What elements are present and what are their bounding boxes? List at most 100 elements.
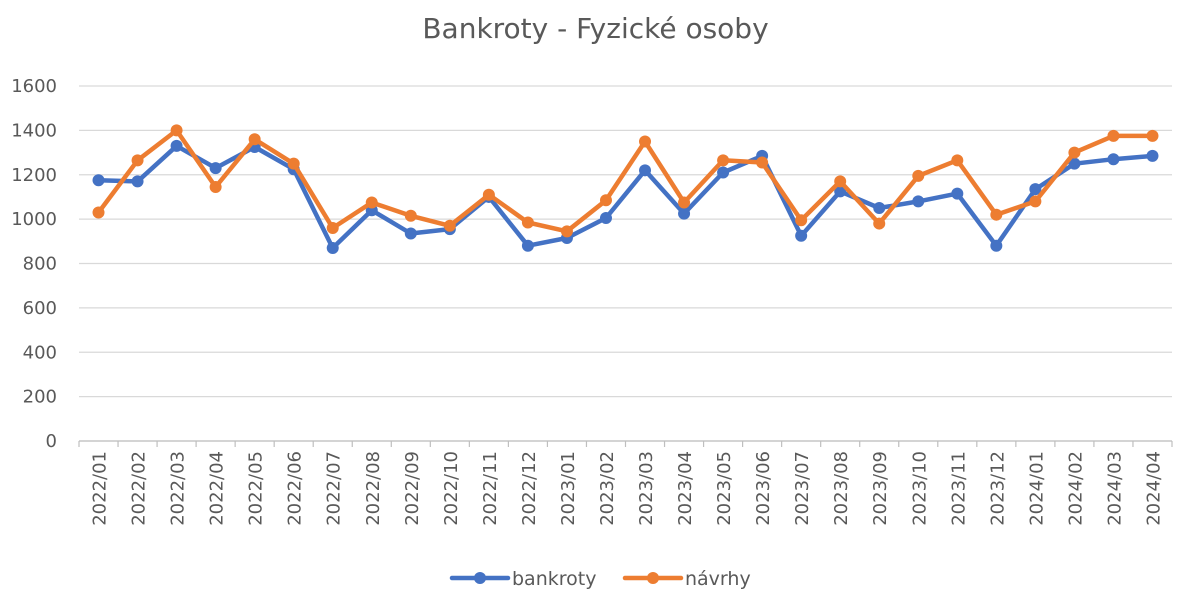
y-tick-label: 1200 <box>11 165 57 186</box>
x-tick-label: 2023/03 <box>636 451 657 526</box>
x-tick-label: 2022/09 <box>402 451 423 526</box>
data-point <box>326 222 339 234</box>
legend-marker <box>647 572 659 584</box>
series-line <box>96 128 1155 234</box>
data-point <box>560 225 573 238</box>
data-point <box>326 241 339 254</box>
x-tick-label: 2023/05 <box>714 451 735 526</box>
data-point <box>1146 149 1159 162</box>
y-tick-label: 1600 <box>11 76 57 97</box>
data-point <box>990 208 1003 221</box>
data-point <box>404 209 417 222</box>
x-tick-label: 2022/06 <box>285 451 306 526</box>
legend: bankroty návrhy <box>449 568 751 590</box>
data-point <box>1068 146 1081 159</box>
series-line <box>96 143 1155 251</box>
data-point <box>599 212 612 225</box>
data-point <box>873 202 886 215</box>
data-point <box>795 229 808 242</box>
x-tick-label: 2022/03 <box>168 451 189 526</box>
data-point <box>1146 129 1159 142</box>
data-point <box>1029 183 1042 196</box>
data-point <box>951 187 964 200</box>
data-point <box>795 214 808 227</box>
data-point <box>170 139 183 152</box>
y-tick-label: 1000 <box>11 209 57 230</box>
data-point <box>717 154 730 167</box>
data-point <box>482 188 495 201</box>
series-layer <box>92 124 1159 254</box>
data-point <box>678 207 691 220</box>
data-point <box>92 174 105 187</box>
x-tick-label: 2022/05 <box>246 451 267 526</box>
data-point <box>717 166 730 179</box>
data-point <box>678 196 691 209</box>
x-tick-label: 2024/04 <box>1143 451 1164 526</box>
data-point <box>404 227 417 240</box>
x-tick-label: 2023/02 <box>597 451 618 526</box>
data-point <box>873 217 886 230</box>
data-point <box>951 154 964 167</box>
x-tick-label: 2022/01 <box>90 451 111 526</box>
data-point <box>639 164 652 177</box>
grid <box>79 85 1172 442</box>
y-tick-label: 400 <box>23 342 57 363</box>
x-tick-label: 2023/07 <box>792 451 813 526</box>
data-point <box>248 133 261 146</box>
data-point <box>834 175 847 188</box>
x-tick-label: 2023/11 <box>948 451 969 526</box>
data-point <box>287 157 300 170</box>
chart-title: Bankroty - Fyzické osoby <box>422 12 769 45</box>
legend-marker <box>474 572 486 584</box>
x-tick-label: 2023/04 <box>675 451 696 526</box>
data-point <box>834 185 847 198</box>
x-tick-label: 2023/01 <box>558 451 579 526</box>
x-tick-label: 2024/03 <box>1104 451 1125 526</box>
x-tick-label: 2022/07 <box>324 451 345 526</box>
data-point <box>92 206 105 219</box>
x-tick-label: 2024/02 <box>1065 451 1086 526</box>
y-tick-label: 800 <box>23 254 57 275</box>
x-tick-label: 2022/04 <box>207 451 228 526</box>
legend-label: bankroty <box>512 568 596 590</box>
data-point <box>990 239 1003 252</box>
data-point <box>443 219 456 232</box>
data-point <box>170 124 183 137</box>
x-tick-label: 2024/01 <box>1026 451 1047 526</box>
y-tick-label: 0 <box>46 431 57 452</box>
data-point <box>756 156 769 169</box>
y-tick-label: 200 <box>23 387 57 408</box>
data-point <box>209 162 222 175</box>
legend-label: návrhy <box>685 568 751 590</box>
data-point <box>131 175 144 188</box>
x-tick-label: 2023/10 <box>909 451 930 526</box>
data-point <box>365 196 378 209</box>
y-axis: 0 200 400 600 800 1000 1200 1400 1600 <box>11 76 57 452</box>
y-tick-label: 1400 <box>11 120 57 141</box>
data-point <box>599 194 612 207</box>
x-tick-label: 2022/08 <box>363 451 384 526</box>
data-point <box>1029 195 1042 208</box>
data-point <box>131 154 144 167</box>
y-tick-label: 600 <box>23 298 57 319</box>
x-tick-label: 2022/02 <box>129 451 150 526</box>
x-tick-label: 2023/09 <box>870 451 891 526</box>
x-tick-label: 2023/06 <box>753 451 774 526</box>
x-tick-label: 2022/11 <box>480 451 501 526</box>
data-point <box>912 169 925 182</box>
x-tick-label: 2023/08 <box>831 451 852 526</box>
x-tick-label: 2023/12 <box>987 451 1008 526</box>
data-point <box>521 216 534 229</box>
x-tick-label: 2022/10 <box>441 451 462 526</box>
data-point <box>521 239 534 252</box>
x-tick-label: 2022/12 <box>519 451 540 526</box>
data-point <box>1068 157 1081 170</box>
x-axis: 2022/01 2022/02 2022/03 2022/04 2022/05 2022/… <box>78 440 1173 526</box>
data-point <box>209 180 222 193</box>
data-point <box>639 135 652 148</box>
data-point <box>912 195 925 208</box>
data-point <box>1107 153 1120 166</box>
data-point <box>1107 129 1120 142</box>
